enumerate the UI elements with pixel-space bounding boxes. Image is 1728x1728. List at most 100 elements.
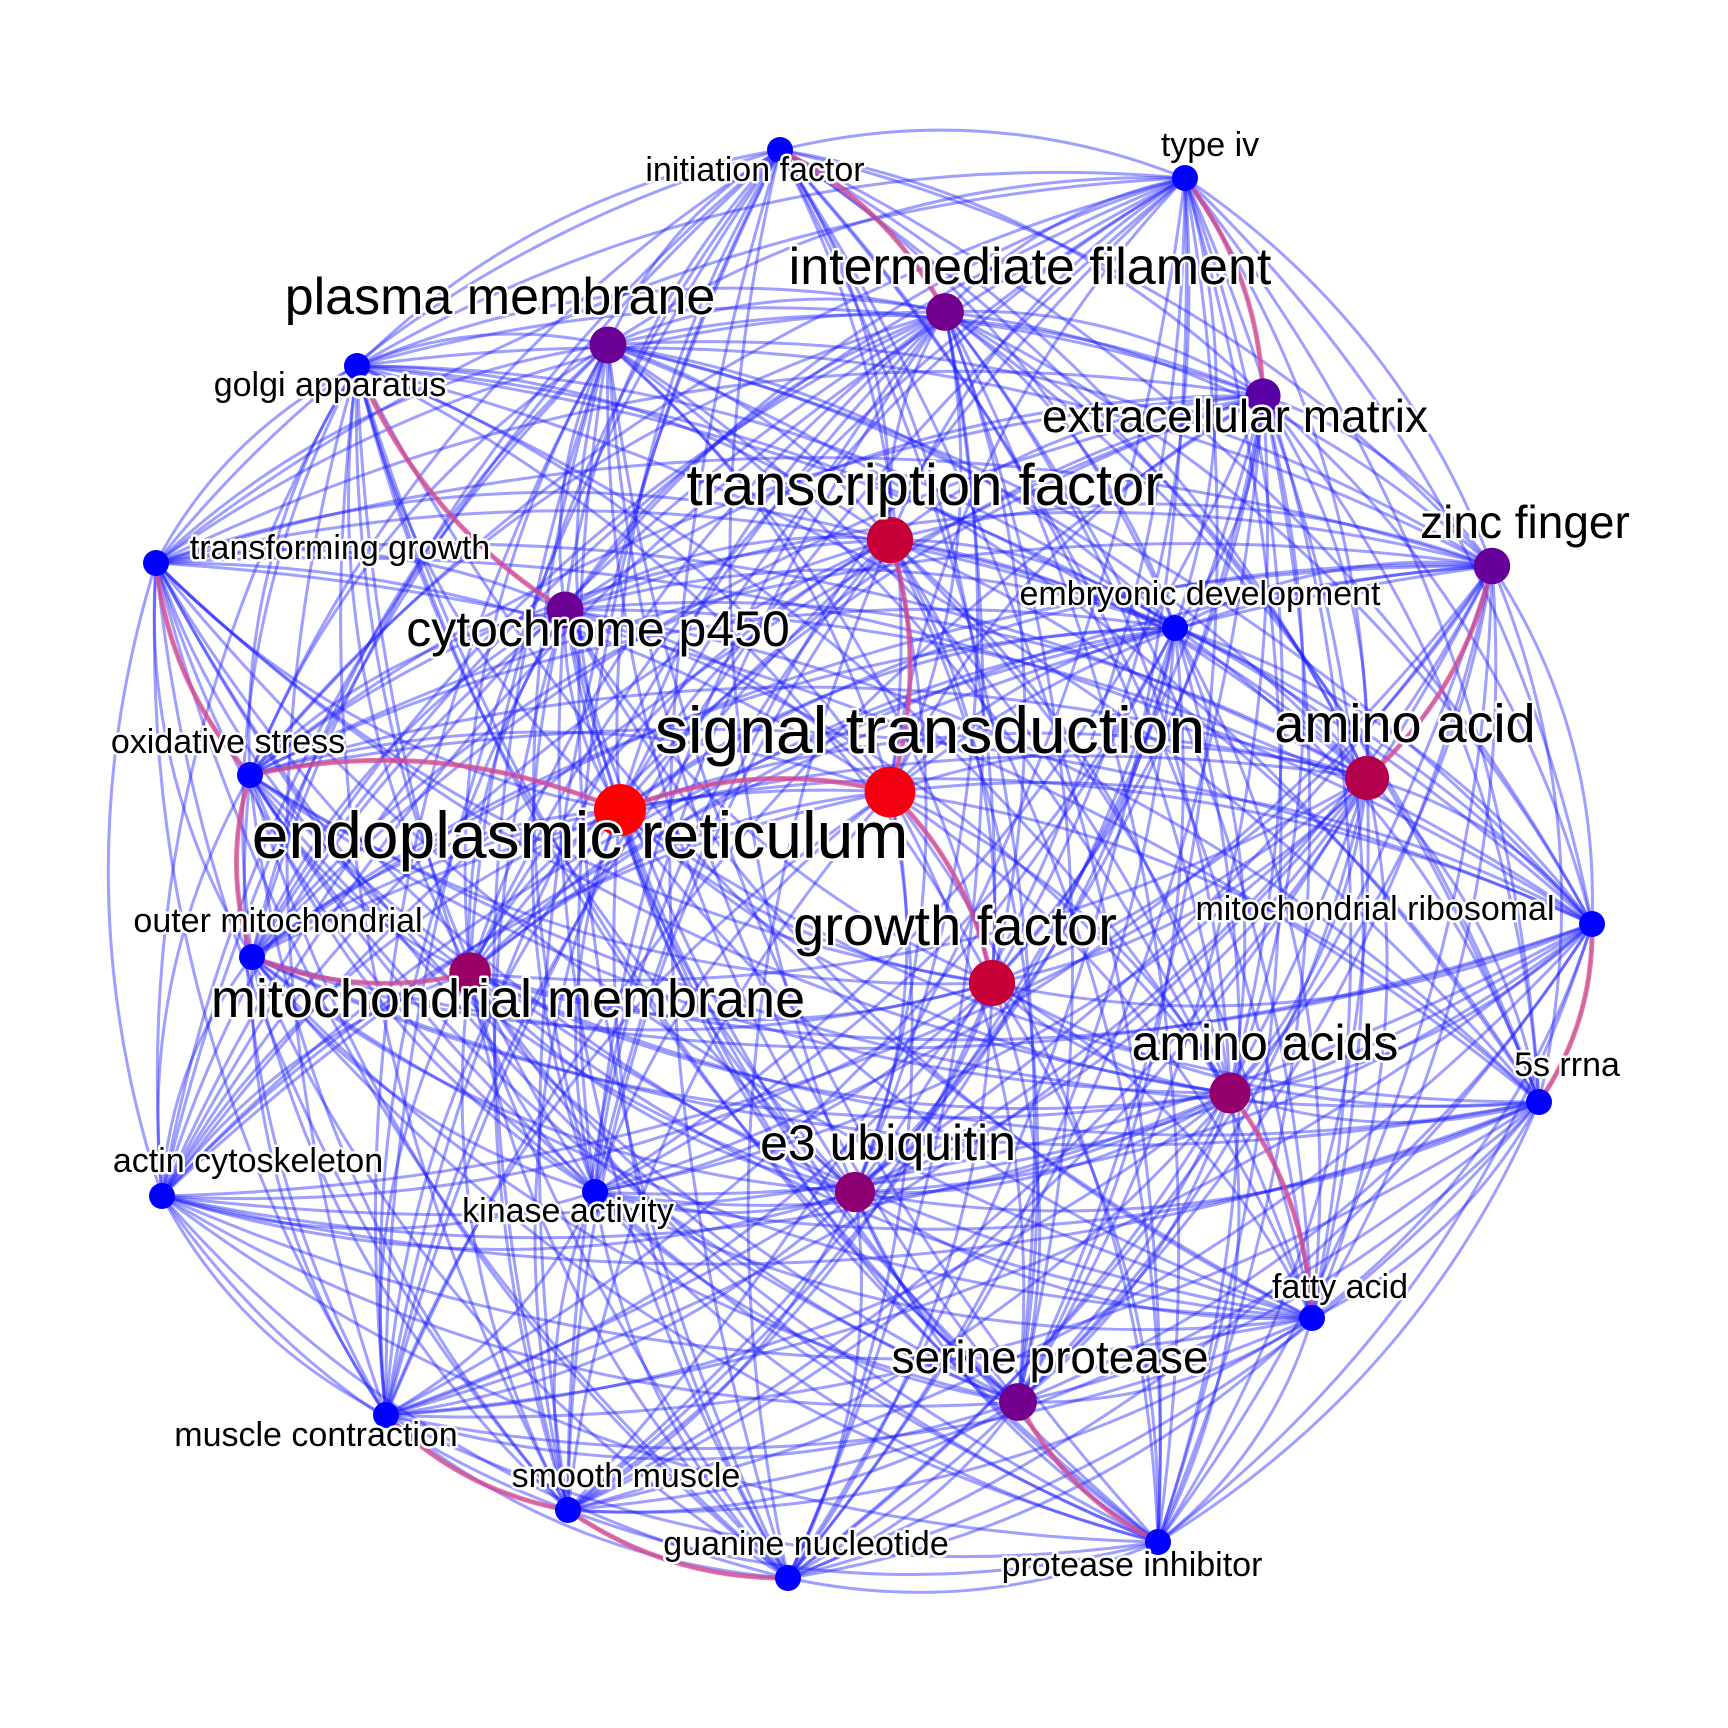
edge-initiation-factor--growth-factor: [778, 148, 997, 985]
edge-transforming-growth--smooth-muscle: [154, 561, 570, 1512]
edge-fatty-acid--smooth-muscle: [566, 1316, 1314, 1514]
edge-oxidative-stress--fatty-acid: [248, 773, 1314, 1320]
edge-transforming-growth--mitochondrial-ribosomal: [154, 556, 1594, 926]
edge-transcription-factor--amino-acid: [888, 538, 1369, 780]
edge-plasma-membrane--growth-factor: [606, 343, 994, 985]
edge-muscle-contraction--guanine-nucleotide: [384, 1413, 790, 1580]
edge-embryonic-development--muscle-contraction: [384, 626, 1177, 1417]
edge-oxidative-stress--protease-inhibitor: [248, 773, 1160, 1544]
edge-outer-mitochondrial--serine-protease: [250, 955, 1020, 1404]
node-initiation-factor: [767, 137, 793, 163]
edge-zinc-finger--amino-acids: [1228, 564, 1494, 1095]
edge-type-iv--kinase-activity: [593, 176, 1187, 1194]
node-mitochondrial-membrane: [449, 952, 491, 994]
edge-mitochondrial-ribosomal--protease-inhibitor: [1156, 922, 1594, 1544]
node-label-guanine-nucleotide: guanine nucleotide: [663, 1525, 948, 1563]
edge-kinase-activity--serine-protease: [593, 1190, 1020, 1404]
edge-extracellular-matrix--muscle-contraction: [384, 394, 1265, 1417]
edge-amino-acids--kinase-activity: [593, 1091, 1232, 1207]
edge-golgi-apparatus--mitochondrial-membrane: [347, 364, 472, 975]
edge-amino-acids--e3-ubiquitin: [853, 1091, 1232, 1195]
edge-plasma-membrane--golgi-apparatus: [355, 332, 610, 368]
edge-growth-factor--protease-inhibitor: [990, 981, 1160, 1544]
edge-initiation-factor--outer-mitochondrial: [250, 148, 782, 959]
edge-initiation-factor--smooth-muscle: [537, 148, 782, 1512]
edge-extracellular-matrix--actin-cytoskeleton: [160, 394, 1265, 1198]
edge-5s-rrna--serine-protease: [1016, 1100, 1541, 1404]
edge-plasma-membrane--mitochondrial-membrane: [463, 343, 610, 975]
node-plasma-membrane: [589, 326, 627, 364]
edge-amino-acid--actin-cytoskeleton: [160, 776, 1369, 1198]
edge-oxidative-stress--kinase-activity: [248, 773, 597, 1194]
node-label-signal-transduction: signal transduction: [655, 693, 1205, 767]
edge-cytochrome-p450--serine-protease: [563, 608, 1020, 1404]
edge-transcription-factor--cytochrome-p450: [563, 535, 892, 612]
edge-mitochondrial-ribosomal--serine-protease: [1016, 922, 1594, 1404]
edge-type-iv--endoplasmic-reticulum: [618, 176, 1187, 812]
edge-mitochondrial-ribosomal--amino-acids: [1228, 922, 1594, 1095]
edge-oxidative-stress--mitochondrial-membrane: [248, 773, 472, 975]
edge-extracellular-matrix--transforming-growth: [154, 369, 1265, 565]
edge-growth-factor--muscle-contraction: [384, 981, 994, 1417]
node-label-actin-cytoskeleton: actin cytoskeleton: [113, 1142, 383, 1180]
edge-outer-mitochondrial--smooth-muscle: [250, 955, 570, 1512]
edge-extracellular-matrix--growth-factor: [990, 394, 1265, 985]
edge-type-iv--transforming-growth: [154, 176, 1187, 565]
edge-endoplasmic-reticulum--e3-ubiquitin: [618, 808, 857, 1194]
edge-plasma-membrane--transcription-factor: [606, 343, 892, 542]
edge-endoplasmic-reticulum--mitochondrial-ribosomal: [618, 777, 1594, 926]
edge-intermediate-filament--golgi-apparatus: [355, 286, 947, 368]
node-label-smooth-muscle: smooth muscle: [512, 1457, 741, 1495]
edge-amino-acid--mitochondrial-ribosomal: [1365, 776, 1594, 926]
edge-type-iv--smooth-muscle: [566, 176, 1187, 1512]
strong-edge-signal-transduction--growth-factor: [887, 789, 995, 986]
edge-endoplasmic-reticulum--outer-mitochondrial: [250, 808, 622, 959]
edge-transcription-factor--kinase-activity: [593, 538, 892, 1194]
edge-serine-protease--smooth-muscle: [566, 1400, 1020, 1514]
edge-zinc-finger--outer-mitochondrial: [250, 564, 1494, 959]
edge-kinase-activity--guanine-nucleotide: [593, 1190, 790, 1580]
node-label-intermediate-filament: intermediate filament: [789, 238, 1272, 296]
edge-type-iv--intermediate-filament: [943, 176, 1187, 314]
node-e3-ubiquitin: [834, 1171, 876, 1213]
edge-actin-cytoskeleton--muscle-contraction: [160, 1194, 388, 1417]
edge-oxidative-stress--5s-rrna: [248, 773, 1541, 1108]
edge-oxidative-stress--actin-cytoskeleton: [156, 773, 252, 1198]
edge-endoplasmic-reticulum--kinase-activity: [574, 808, 622, 1194]
edge-outer-mitochondrial--muscle-contraction: [250, 955, 388, 1417]
edge-5s-rrna--muscle-contraction: [384, 1100, 1541, 1419]
node-amino-acids: [1209, 1072, 1251, 1114]
edge-transcription-factor--outer-mitochondrial: [250, 538, 892, 959]
edge-growth-factor--serine-protease: [990, 981, 1042, 1404]
edge-transforming-growth--muscle-contraction: [152, 561, 388, 1417]
edge-e3-ubiquitin--serine-protease: [853, 1190, 1020, 1404]
edge-initiation-factor--oxidative-stress: [248, 148, 782, 777]
edge-initiation-factor--kinase-activity: [577, 148, 782, 1194]
edge-transcription-factor--protease-inhibitor: [888, 538, 1162, 1544]
edge-transcription-factor--guanine-nucleotide: [746, 538, 892, 1580]
edge-embryonic-development--guanine-nucleotide: [786, 626, 1177, 1580]
edge-transforming-growth--embryonic-development: [154, 509, 1177, 630]
edge-growth-factor--5s-rrna: [990, 981, 1541, 1108]
edge-transforming-growth--signal-transduction: [154, 561, 892, 794]
edge-zinc-finger--cytochrome-p450: [563, 510, 1494, 612]
edge-intermediate-filament--oxidative-stress: [248, 310, 947, 777]
edge-transforming-growth--mitochondrial-membrane: [154, 561, 472, 975]
edge-transforming-growth--growth-factor: [154, 561, 994, 985]
edge-amino-acid--growth-factor: [990, 776, 1369, 985]
edge-initiation-factor--embryonic-development: [778, 148, 1177, 630]
edge-intermediate-filament--protease-inhibitor: [943, 310, 1181, 1544]
edge-amino-acid--serine-protease: [1016, 776, 1369, 1404]
node-label-5s-rrna: 5s rrna: [1514, 1046, 1620, 1084]
edge-initiation-factor--signal-transduction: [778, 148, 903, 794]
edge-initiation-factor--protease-inhibitor: [778, 148, 1163, 1544]
node-label-protease-inhibitor: protease inhibitor: [1002, 1546, 1263, 1584]
edge-cytochrome-p450--amino-acid: [563, 600, 1369, 780]
edge-amino-acids--5s-rrna: [1228, 1091, 1541, 1124]
edge-embryonic-development--growth-factor: [990, 626, 1177, 985]
edge-transcription-factor--smooth-muscle: [566, 538, 892, 1512]
edge-actin-cytoskeleton--fatty-acid: [160, 1194, 1314, 1361]
edge-mitochondrial-membrane--amino-acids: [468, 971, 1232, 1111]
edge-kinase-activity--protease-inhibitor: [593, 1190, 1160, 1544]
node-label-oxidative-stress: oxidative stress: [111, 723, 345, 761]
